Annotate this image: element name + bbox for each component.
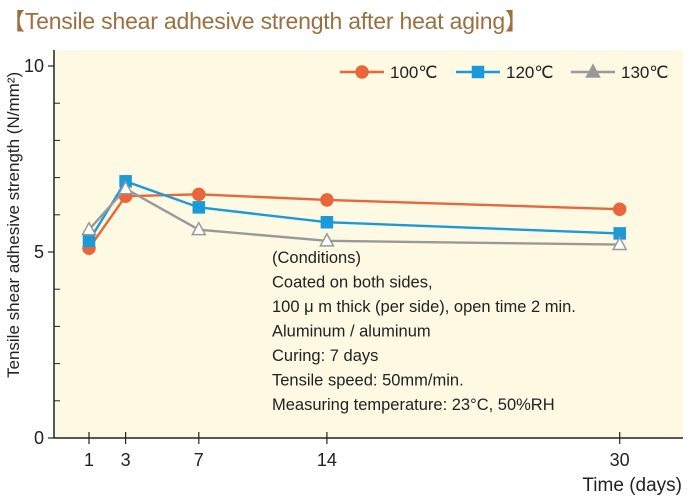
data-point	[82, 234, 96, 248]
condition-line: (Conditions)	[272, 249, 361, 267]
condition-line: Curing: 7 days	[272, 347, 378, 365]
data-point	[319, 232, 335, 247]
condition-line: Aluminum / aluminum	[272, 323, 431, 341]
x-tick-label: 30	[610, 450, 630, 470]
chart-title: 【Tensile shear adhesive strength after h…	[2, 8, 528, 34]
data-point	[191, 221, 207, 236]
y-axis-title: Tensile shear adhesive strength (N/mm²)	[4, 72, 23, 378]
legend-item-1: 120℃	[456, 63, 553, 82]
data-point	[81, 221, 97, 236]
data-point	[192, 187, 206, 202]
legend-item-2: 130℃	[571, 63, 668, 82]
legend-marker	[355, 65, 369, 79]
x-tick-label: 1	[84, 450, 94, 470]
series-layer	[81, 175, 628, 256]
x-tick-label: 7	[194, 450, 204, 470]
x-tick-label: 14	[317, 450, 337, 470]
condition-line: Measuring temperature: 23°C, 50%RH	[272, 396, 555, 414]
legend-label: 100℃	[390, 63, 437, 82]
legend-marker	[585, 63, 601, 78]
condition-line: Tensile speed: 50mm/min.	[272, 372, 464, 390]
legend-marker	[471, 65, 485, 79]
legend-item-0: 100℃	[340, 63, 437, 82]
series-2	[81, 180, 628, 251]
condition-line: Coated on both sides,	[272, 274, 433, 292]
data-point	[612, 202, 627, 216]
y-tick-label: 0	[34, 428, 44, 448]
legend: 100℃ 120℃ 130℃	[340, 63, 668, 82]
data-point	[320, 193, 334, 207]
data-point	[117, 180, 134, 195]
data-point	[611, 235, 628, 251]
legend-label: 130℃	[621, 63, 668, 82]
legend-label: 120℃	[506, 63, 553, 82]
series-0	[82, 187, 627, 256]
y-tick-label: 5	[34, 242, 44, 262]
conditions-annotation: (Conditions) Coated on both sides, 100 μ m…	[272, 249, 576, 414]
x-tick-label: 3	[121, 450, 131, 470]
condition-line: 100 μ m thick (per side), open time 2 mi…	[272, 298, 576, 316]
data-point	[192, 201, 206, 214]
axes: 0 5 10 1 3 7 14 30	[24, 50, 683, 470]
data-point	[320, 215, 334, 229]
x-axis-title: Time (days)	[582, 475, 682, 496]
y-tick-label: 10	[24, 56, 44, 76]
